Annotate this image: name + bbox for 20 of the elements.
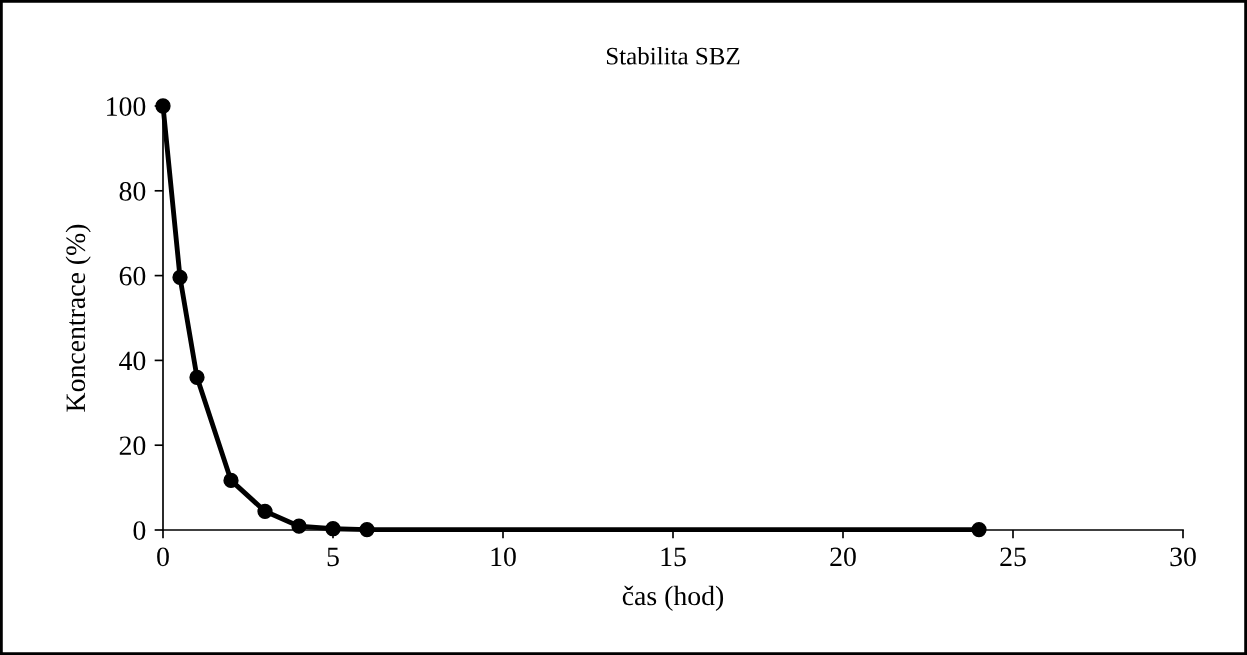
point xyxy=(223,472,239,489)
x-axis-title: čas (hod) xyxy=(622,585,724,611)
x-tick-label: 15 xyxy=(661,547,686,567)
point xyxy=(257,503,273,519)
chart-title: Stabilita SBZ xyxy=(606,46,740,65)
x-tick-label: 10 xyxy=(491,547,516,567)
x-tick-label: 30 xyxy=(1170,547,1196,567)
x-tick-label: 5 xyxy=(327,547,339,567)
point xyxy=(172,269,188,285)
y-tick-label: 0 xyxy=(133,521,146,540)
y-tick-label: 40 xyxy=(119,351,146,371)
y-axis-title: Koncentrace (%) xyxy=(65,224,91,412)
y-tick-label: 20 xyxy=(119,436,146,456)
x-tick-label: 25 xyxy=(1000,547,1026,567)
y-tick-label: 100 xyxy=(107,97,146,116)
y-tick-label: 80 xyxy=(119,181,146,201)
point xyxy=(189,369,205,385)
x-tick-label: 20 xyxy=(830,547,856,567)
y-tick-label: 60 xyxy=(119,266,146,286)
x-tick-label: 0 xyxy=(157,547,169,567)
